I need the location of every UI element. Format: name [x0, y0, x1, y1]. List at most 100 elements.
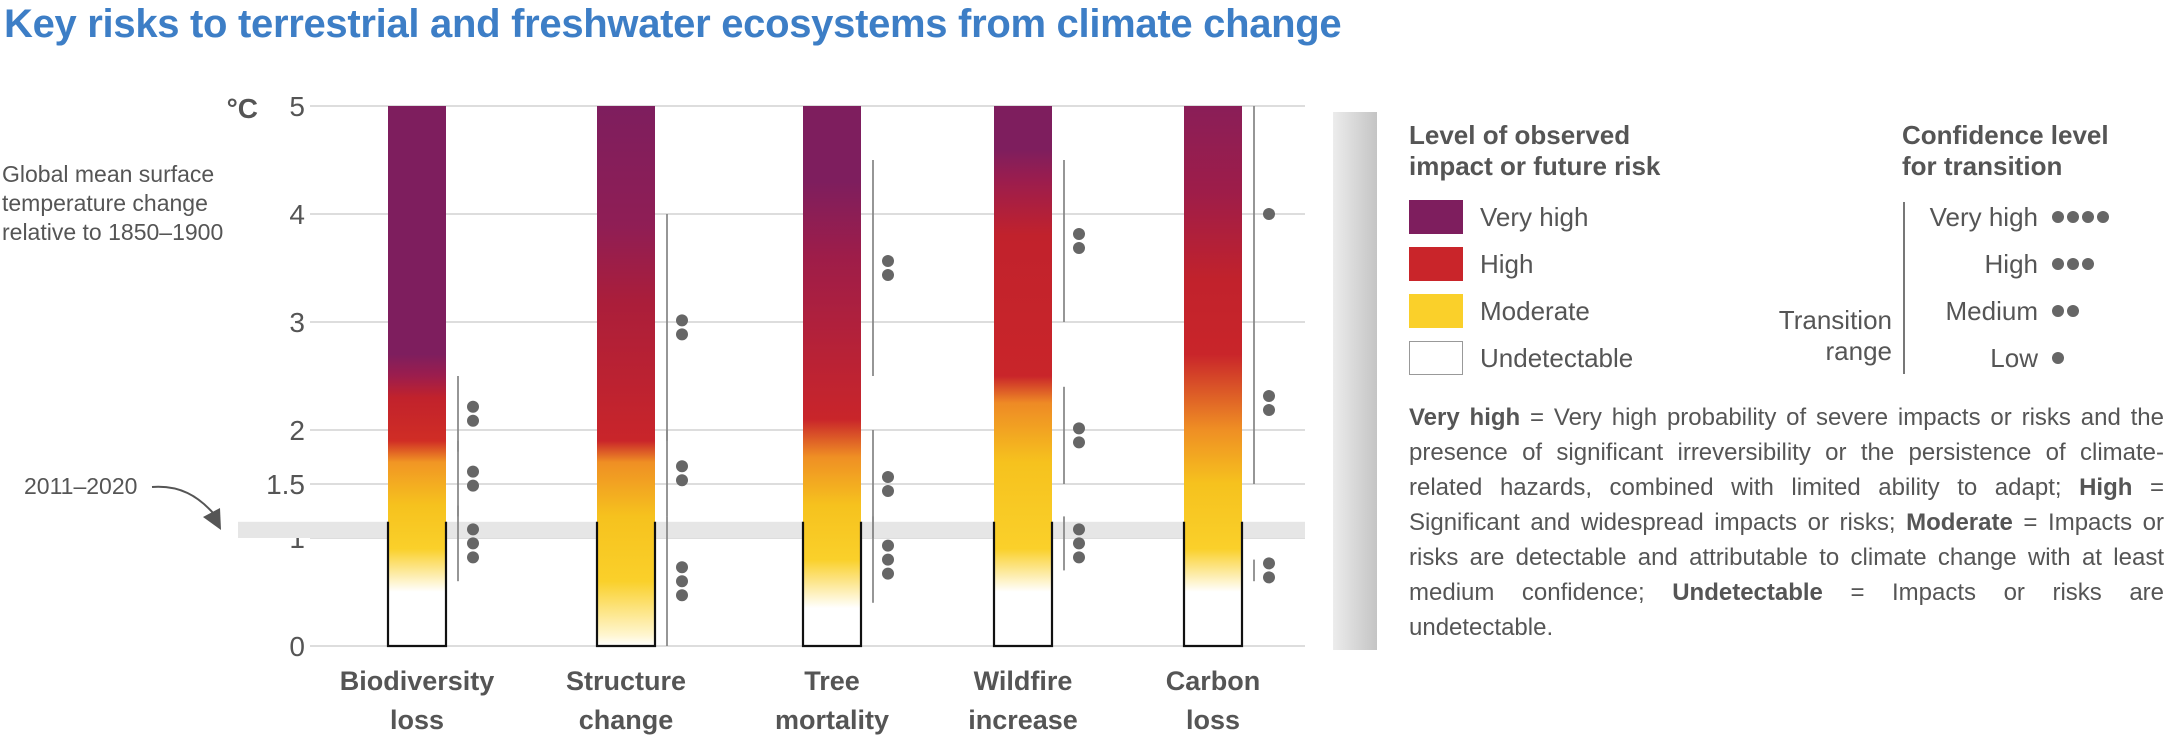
confidence-dot [676, 314, 688, 327]
legend-swatch [1409, 200, 1463, 234]
confidence-dot [2052, 305, 2064, 317]
confidence-dot [882, 553, 894, 566]
confidence-dot [467, 479, 479, 492]
confidence-dot [882, 255, 894, 267]
confidence-dot [882, 567, 894, 580]
confidence-dot [2067, 305, 2079, 317]
legend-label: Moderate [1480, 296, 1590, 326]
definition-term: Moderate [1906, 509, 2013, 536]
confidence-dot [882, 485, 894, 497]
legend-separator [1333, 112, 1377, 650]
confidence-dot [676, 474, 688, 487]
confidence-dot [1263, 404, 1275, 416]
risk-legend-title: Level of observed impact or future risk [1409, 120, 1661, 181]
confidence-dot [1073, 436, 1085, 449]
risk-bar [597, 106, 655, 646]
confidence-dot [1073, 422, 1085, 435]
confidence-dot [2082, 211, 2094, 223]
confidence-dots [2052, 247, 2094, 281]
x-category-label: mortality [775, 705, 889, 735]
confidence-dot [2067, 211, 2079, 223]
transition-range-bracket [1903, 202, 1905, 374]
y-tick-label: 3 [289, 307, 305, 338]
confidence-dot [1073, 242, 1085, 254]
confidence-dot [1263, 208, 1275, 220]
x-category-label: Wildfire [974, 666, 1073, 696]
risk-bar [803, 106, 861, 646]
confidence-dot [1073, 551, 1085, 564]
confidence-dot [2067, 258, 2079, 270]
undetectable-outline [1182, 521, 1244, 648]
definition-term: High [2079, 474, 2133, 501]
confidence-dot [1073, 537, 1085, 550]
observed-period-arrowhead [203, 508, 221, 530]
confidence-dots [2052, 200, 2109, 234]
confidence-dot [676, 328, 688, 341]
confidence-dot [467, 414, 479, 427]
confidence-dots [2052, 294, 2079, 328]
confidence-dot [676, 575, 688, 588]
legend-label: High [1480, 249, 1534, 279]
confidence-dot [882, 471, 894, 483]
confidence-dot [1073, 228, 1085, 240]
confidence-dot [467, 465, 479, 478]
confidence-dot [467, 523, 479, 536]
confidence-legend-title: Confidence level for transition [1902, 120, 2109, 181]
definition-text: = Impacts or risks are detectable and at… [1409, 509, 2165, 606]
confidence-dot [2082, 258, 2094, 270]
confidence-dot [2052, 211, 2064, 223]
legend-swatch [1409, 247, 1463, 281]
confidence-dot [1263, 390, 1275, 402]
confidence-dot [676, 460, 688, 473]
confidence-dot [882, 269, 894, 281]
definition-term: Undetectable [1672, 579, 1823, 606]
transition-range-label: Transition range [1778, 305, 1892, 366]
y-tick-label: 0 [289, 631, 305, 662]
confidence-dot [467, 400, 479, 413]
x-category-label: change [579, 705, 674, 735]
confidence-dots [2052, 341, 2064, 375]
confidence-label: High [1984, 249, 2038, 279]
x-category-label: Carbon [1166, 666, 1261, 696]
y-tick-label: 1.5 [266, 469, 305, 500]
legend-swatch [1409, 294, 1463, 328]
confidence-dot [2052, 352, 2064, 364]
risk-bar [388, 106, 446, 646]
risk-level-definitions: Very high = Very high probability of sev… [1409, 400, 2164, 645]
confidence-dot [1073, 523, 1085, 536]
confidence-dot [467, 551, 479, 564]
risk-bar [1184, 106, 1242, 646]
undetectable-outline [801, 521, 863, 648]
x-category-label: loss [1186, 705, 1240, 735]
y-axis-label: Global mean surface temperature change r… [2, 161, 223, 245]
observed-period-arrow [151, 485, 215, 515]
y-unit-label: °C [227, 93, 258, 124]
confidence-dot [676, 589, 688, 602]
confidence-dot [467, 537, 479, 550]
risk-bar [994, 106, 1052, 646]
y-tick-label: 5 [289, 91, 305, 122]
confidence-dot [1263, 571, 1275, 584]
confidence-label: Low [1990, 343, 2038, 373]
confidence-label: Very high [1929, 202, 2038, 232]
definition-text: = Impacts or risks are undetectable. [1409, 579, 2165, 641]
x-category-label: Biodiversity [340, 666, 495, 696]
legend-swatch [1409, 341, 1463, 375]
confidence-dot [2097, 211, 2109, 223]
definition-term: Very high [1409, 404, 1521, 431]
y-tick-label: 4 [289, 199, 305, 230]
undetectable-outline [595, 521, 657, 648]
definition-text: = Very high probability of severe impact… [1409, 404, 2164, 501]
confidence-dot [2052, 258, 2064, 270]
confidence-label: Medium [1945, 296, 2038, 326]
legend-label: Undetectable [1480, 343, 1634, 373]
confidence-dot [882, 539, 894, 552]
x-category-label: increase [968, 705, 1078, 735]
confidence-dot [1263, 557, 1275, 570]
confidence-dot [676, 561, 688, 574]
observed-period-label: 2011–2020 [24, 473, 137, 499]
chart-title: Key risks to terrestrial and freshwater … [4, 2, 1342, 46]
x-category-label: Tree [804, 666, 860, 696]
x-category-label: loss [390, 705, 444, 735]
